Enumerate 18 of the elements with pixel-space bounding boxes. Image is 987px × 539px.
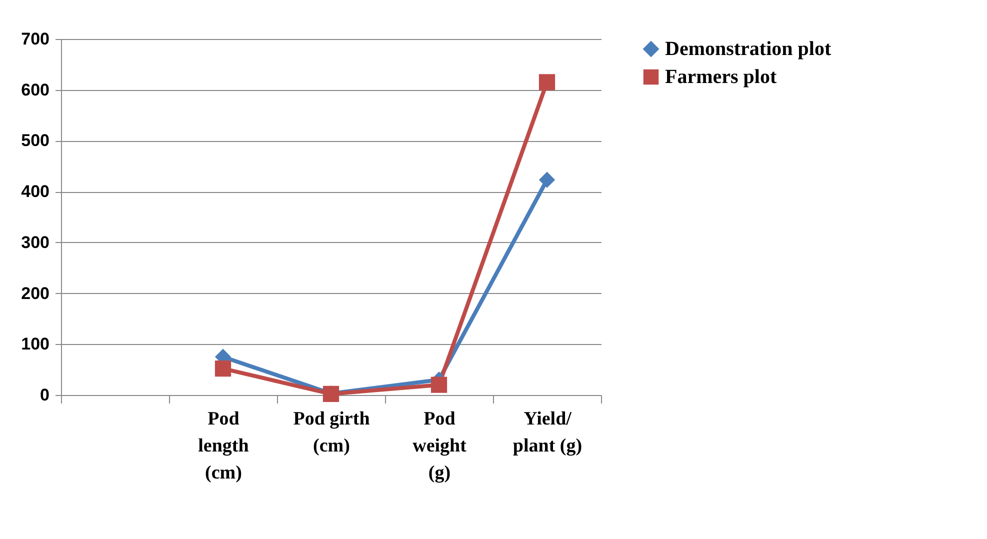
x-tick-label: Yield/ plant (g) [512,408,582,456]
point [538,74,556,90]
x-tick-label: Pod weight (g) [412,408,468,484]
point [538,172,556,188]
y-tick-label: 200 [21,284,50,303]
x-tick-label: Pod length (cm) [198,408,250,484]
point [214,360,232,377]
y-tick-label: 500 [21,131,50,150]
y-tick-label: 100 [21,334,50,354]
legend-label: Demonstration plot [665,38,832,60]
y-tick-label: 300 [21,232,50,252]
x-tick-label: Pod girth (cm) [293,408,370,456]
point [430,376,448,393]
y-tick-label: 600 [21,80,50,100]
y-tick-label: 0 [40,386,50,404]
y-tick-label: 700 [21,30,50,48]
legend-label: Farmers plot [665,66,777,88]
y-tick-label: 400 [21,182,50,202]
